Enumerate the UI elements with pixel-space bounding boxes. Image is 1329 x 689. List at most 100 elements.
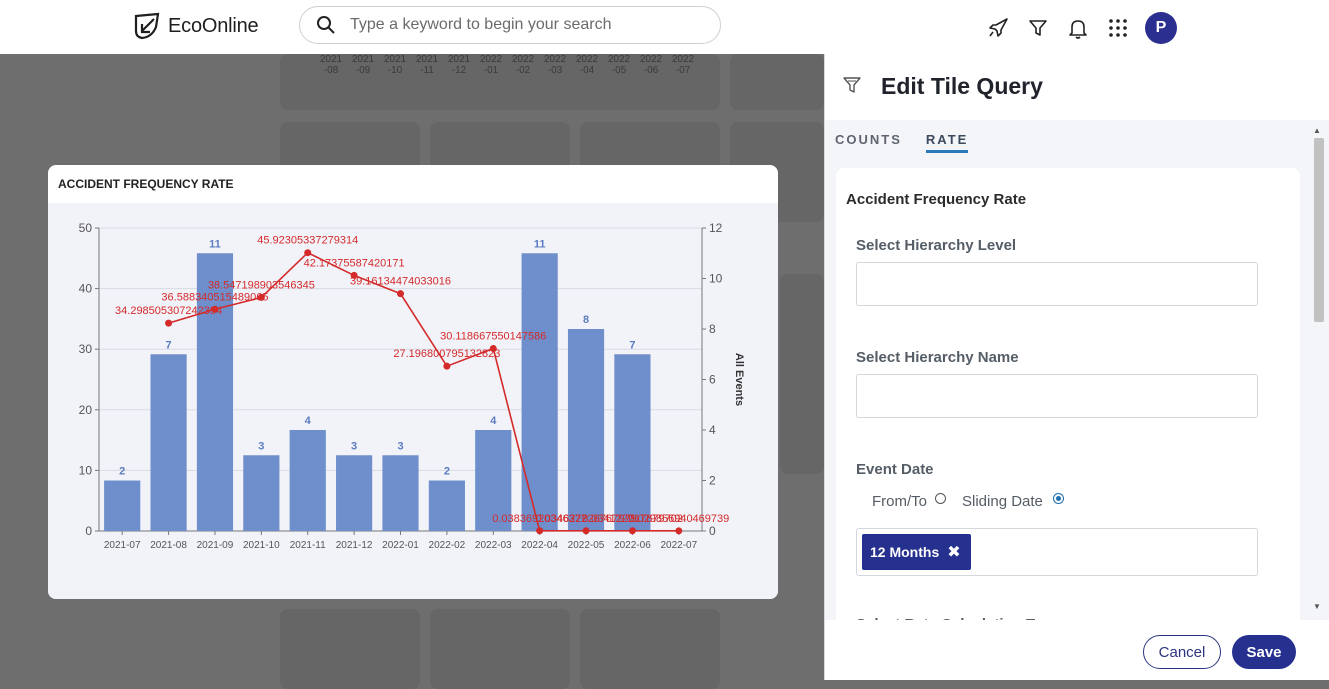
event-date-label: Event Date (856, 461, 934, 478)
hierarchy-name-field[interactable] (856, 374, 1258, 418)
rate-value-label: 45.92305337279314 (257, 235, 358, 247)
bar-value-label: 8 (583, 314, 589, 326)
x-axis-tick-label: 2021-11 (290, 540, 326, 551)
sliding-date-radio[interactable] (1052, 493, 1064, 504)
rate-point (582, 527, 590, 535)
left-axis-tick-label: 0 (85, 524, 92, 538)
bar (150, 354, 187, 531)
brand-name: EcoOnline (168, 14, 259, 37)
scroll-up-arrow-icon[interactable]: ▲ (1313, 126, 1321, 135)
panel-header: Edit Tile Query (825, 54, 1329, 120)
background-month-label: 2021 -08 (319, 54, 343, 76)
rate-point (675, 527, 683, 535)
x-axis-tick-label: 2021-10 (243, 540, 280, 551)
search-icon (317, 16, 335, 34)
background-month-labels: 2021 -08 2021 -09 2021 -10 2021 -11 2021 -12… (318, 54, 696, 76)
right-axis-title: All Events (733, 353, 745, 406)
rate-form-card: Accident Frequency Rate Select Hierarchy… (836, 168, 1300, 638)
hierarchy-level-label: Select Hierarchy Level (856, 237, 1017, 254)
right-axis-tick-label: 10 (709, 272, 723, 286)
ecoonline-logo[interactable]: EcoOnline (132, 10, 259, 42)
left-axis-tick-label: 10 (79, 463, 93, 477)
event-date-options: From/To Sliding Date (872, 493, 1064, 510)
scroll-down-arrow-icon[interactable]: ▼ (1313, 602, 1321, 611)
tab-counts[interactable]: COUNTS (835, 132, 902, 147)
bar-value-label: 4 (305, 415, 312, 427)
bar-value-label: 7 (166, 339, 172, 351)
right-axis-tick-label: 12 (709, 221, 723, 235)
rate-point (443, 362, 451, 370)
bar-value-label: 2 (444, 466, 450, 478)
panel-tabs: COUNTS RATE (835, 132, 992, 153)
from-to-radio[interactable] (935, 493, 947, 504)
bar-value-label: 3 (351, 440, 357, 452)
background-month-label: 2022 -03 (543, 54, 567, 76)
bar-value-label: 7 (629, 339, 635, 351)
left-axis-tick-label: 30 (79, 342, 93, 356)
bar-value-label: 11 (534, 238, 546, 250)
chart-title: ACCIDENT FREQUENCY RATE (58, 177, 234, 191)
cancel-button[interactable]: Cancel (1143, 635, 1221, 669)
x-axis-tick-label: 2022-03 (475, 540, 512, 551)
close-icon[interactable]: ✖ (947, 544, 961, 561)
header-actions: P (985, 12, 1177, 44)
user-avatar[interactable]: P (1145, 12, 1177, 44)
x-axis-tick-label: 2022-04 (521, 540, 558, 551)
search-input[interactable] (348, 15, 692, 35)
right-axis-tick-label: 8 (709, 322, 716, 336)
left-axis-tick-label: 20 (79, 403, 93, 417)
scrollbar-thumb[interactable] (1314, 138, 1324, 322)
rocket-icon[interactable] (985, 15, 1011, 41)
bar (567, 329, 605, 531)
bar (196, 253, 234, 531)
background-tile (430, 609, 570, 689)
rate-value-label: 42.17375587420171 (304, 257, 405, 269)
x-axis-tick-label: 2021-07 (104, 540, 141, 551)
bar (521, 253, 558, 531)
selected-period-chip: 12 Months ✖ (862, 534, 971, 570)
rate-point (165, 319, 173, 327)
background-tile (730, 54, 824, 110)
x-axis-tick-label: 2022-02 (429, 540, 466, 551)
background-tile (280, 609, 420, 689)
rate-value-label: 0.03836920346377 (492, 513, 587, 525)
x-axis-tick-label: 2022-06 (614, 540, 651, 551)
right-axis-tick-label: 6 (709, 373, 716, 387)
rate-value-label: 0.034122217679702 (582, 513, 683, 525)
sliding-date-label: Sliding Date (962, 493, 1043, 510)
panel-title: Edit Tile Query (881, 73, 1043, 99)
hierarchy-level-field[interactable] (856, 262, 1258, 306)
search-bar[interactable] (299, 6, 721, 44)
right-axis-tick-label: 0 (709, 524, 716, 538)
chip-label: 12 Months (870, 544, 940, 560)
bar-value-label: 3 (258, 440, 264, 452)
background-tile (780, 274, 824, 474)
filter-icon[interactable] (1025, 15, 1051, 41)
left-axis-tick-label: 40 (79, 282, 93, 296)
save-button[interactable]: Save (1232, 635, 1296, 669)
filter-icon (843, 77, 861, 93)
hierarchy-name-label: Select Hierarchy Name (856, 349, 1019, 366)
background-month-label: 2022 -06 (639, 54, 663, 76)
rate-point (304, 249, 312, 257)
bar (243, 455, 280, 531)
bar-value-label: 4 (490, 415, 497, 427)
x-axis-tick-label: 2022-05 (568, 540, 605, 551)
bar (475, 430, 512, 531)
top-navigation-bar: EcoOnline P (0, 0, 1329, 54)
tab-rate[interactable]: RATE (925, 132, 969, 153)
sliding-date-select[interactable]: 12 Months ✖ (856, 528, 1258, 576)
background-month-label: 2021 -11 (415, 54, 439, 76)
bell-icon[interactable] (1065, 15, 1091, 41)
rate-point (536, 527, 544, 535)
background-month-label: 2021 -10 (383, 54, 407, 76)
bar-value-label: 11 (209, 238, 221, 250)
rate-line (168, 251, 679, 532)
background-tile (280, 54, 720, 110)
rate-value-label: 34.298505307242394 (115, 305, 222, 317)
rate-point (211, 305, 219, 313)
bar (382, 455, 419, 531)
rate-value-label: 27.196800795132823 (393, 348, 500, 360)
apps-grid-icon[interactable] (1105, 15, 1131, 41)
background-month-label: 2021 -12 (447, 54, 471, 76)
